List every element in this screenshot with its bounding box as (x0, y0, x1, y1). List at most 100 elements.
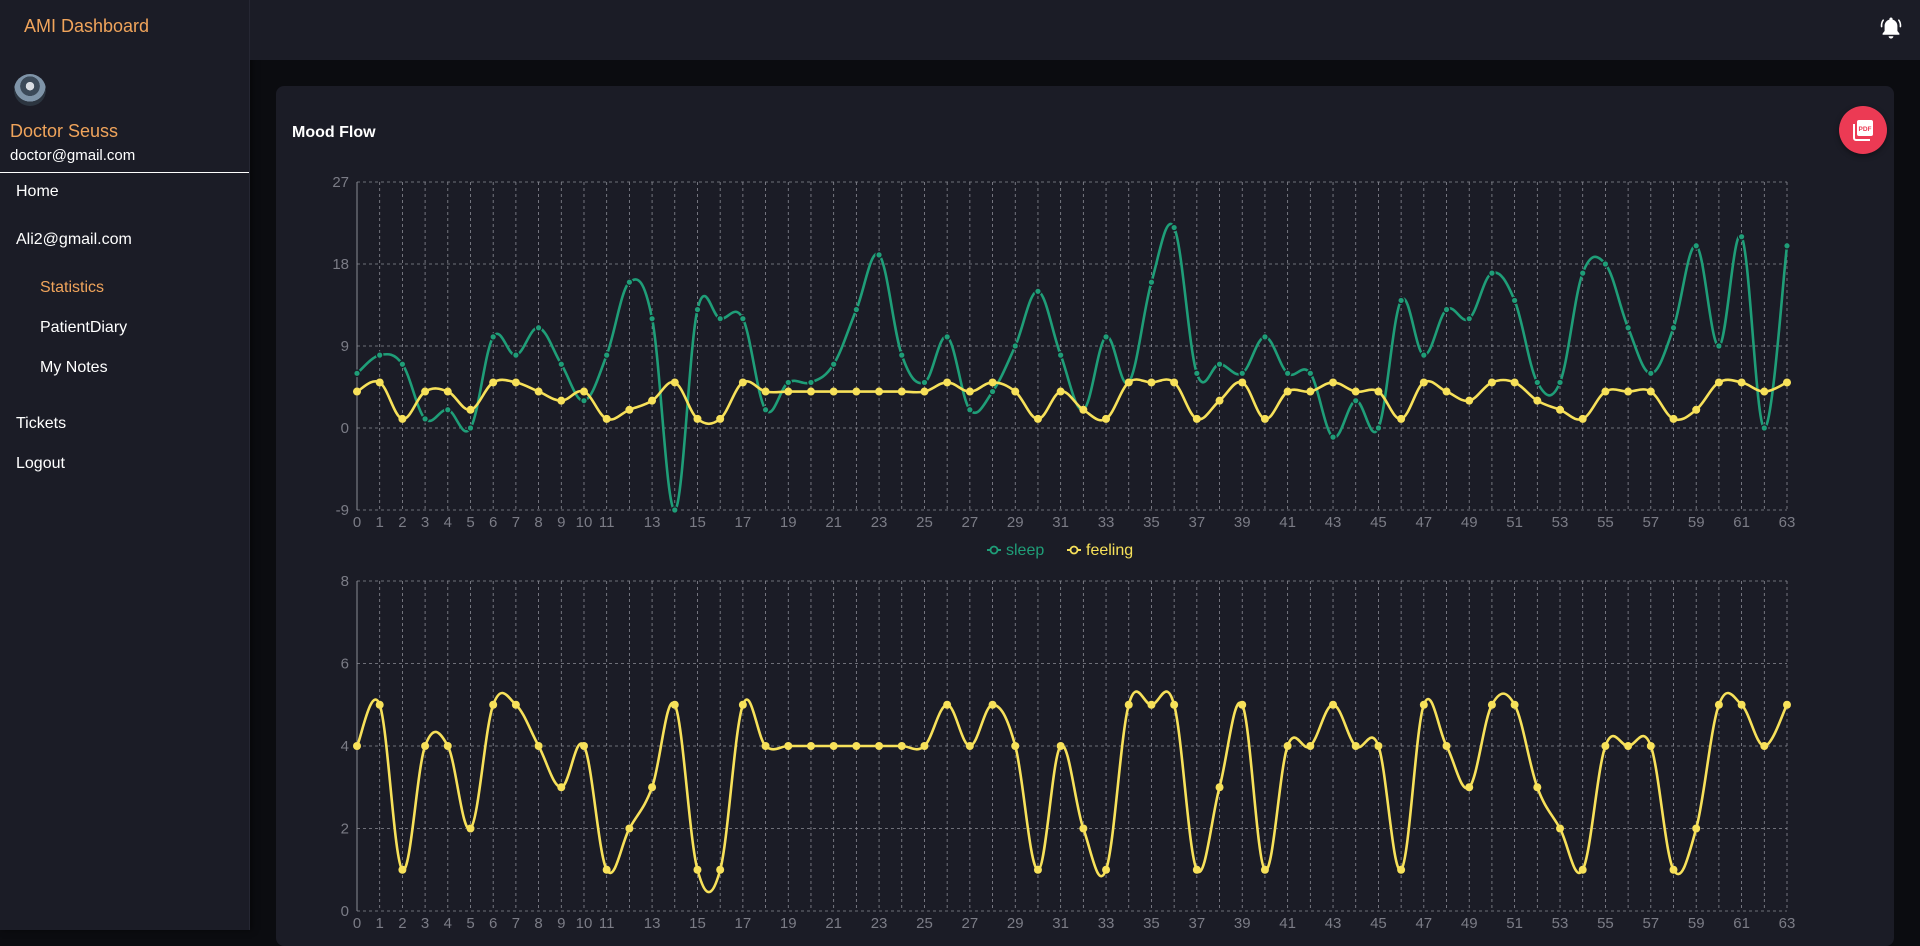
data-point-sleep[interactable] (988, 387, 997, 396)
data-point-feeling[interactable] (1283, 387, 1292, 396)
data-point-feeling[interactable] (443, 387, 452, 396)
data-point-feeling[interactable] (875, 742, 884, 750)
data-point-feeling[interactable] (1624, 387, 1633, 396)
data-point-feeling[interactable] (1011, 387, 1020, 396)
data-point-sleep[interactable] (1056, 351, 1065, 359)
data-point-feeling[interactable] (1669, 865, 1678, 874)
bell-icon[interactable] (1880, 16, 1902, 40)
data-point-feeling[interactable] (1760, 742, 1769, 750)
data-point-feeling[interactable] (988, 700, 997, 709)
data-point-sleep[interactable] (897, 351, 906, 359)
data-point-sleep[interactable] (1624, 323, 1632, 332)
data-point-sleep[interactable] (375, 351, 384, 359)
data-point-feeling[interactable] (1737, 700, 1746, 709)
data-point-sleep[interactable] (534, 323, 543, 332)
data-point-feeling[interactable] (920, 742, 929, 750)
data-point-feeling[interactable] (1533, 396, 1542, 405)
data-point-sleep[interactable] (1692, 241, 1701, 250)
data-point-feeling[interactable] (1374, 742, 1383, 750)
data-point-feeling[interactable] (784, 742, 793, 750)
data-point-sleep[interactable] (443, 405, 452, 414)
data-point-sleep[interactable] (852, 305, 861, 314)
data-point-feeling[interactable] (1079, 824, 1088, 833)
data-point-feeling[interactable] (1556, 824, 1565, 833)
data-point-sleep[interactable] (512, 351, 520, 359)
sidebar-item-logout[interactable]: Logout (16, 455, 65, 472)
data-point-feeling[interactable] (784, 387, 793, 396)
data-point-feeling[interactable] (670, 700, 679, 709)
data-point-feeling[interactable] (852, 387, 861, 396)
data-point-sleep[interactable] (580, 396, 588, 405)
data-point-feeling[interactable] (1442, 742, 1451, 750)
data-point-feeling[interactable] (852, 742, 861, 750)
data-point-feeling[interactable] (897, 742, 906, 750)
data-point-sleep[interactable] (602, 351, 611, 359)
data-point-feeling[interactable] (1783, 700, 1791, 709)
data-point-sleep[interactable] (761, 405, 770, 414)
data-point-feeling[interactable] (489, 700, 498, 709)
data-point-feeling[interactable] (693, 865, 702, 874)
data-point-feeling[interactable] (738, 700, 747, 709)
data-point-sleep[interactable] (557, 360, 566, 369)
data-point-feeling[interactable] (716, 414, 725, 423)
data-point-feeling[interactable] (579, 387, 588, 396)
data-point-feeling[interactable] (375, 378, 384, 387)
export-pdf-button[interactable]: PDF (1839, 106, 1887, 154)
data-point-sleep[interactable] (1715, 342, 1723, 350)
data-point-sleep[interactable] (1601, 260, 1610, 268)
data-point-sleep[interactable] (716, 314, 724, 323)
data-point-sleep[interactable] (421, 415, 429, 423)
data-point-feeling[interactable] (1646, 387, 1655, 396)
app-title[interactable]: AMI Dashboard (24, 16, 150, 36)
data-point-sleep[interactable] (670, 506, 679, 514)
sidebar-item-patient-diary[interactable]: PatientDiary (40, 319, 128, 336)
data-point-sleep[interactable] (1397, 296, 1405, 305)
data-point-sleep[interactable] (1034, 287, 1042, 296)
data-point-sleep[interactable] (398, 360, 407, 369)
data-point-feeling[interactable] (353, 387, 361, 396)
sidebar-item-tickets[interactable]: Tickets (16, 415, 67, 432)
data-point-sleep[interactable] (1170, 223, 1178, 232)
data-point-sleep[interactable] (1193, 369, 1201, 378)
data-point-feeling[interactable] (1419, 700, 1428, 709)
data-point-sleep[interactable] (466, 424, 475, 432)
data-point-feeling[interactable] (625, 824, 634, 833)
data-point-feeling[interactable] (1147, 700, 1156, 709)
data-point-feeling[interactable] (1692, 824, 1701, 833)
data-point-sleep[interactable] (353, 369, 361, 378)
data-point-sleep[interactable] (966, 405, 974, 414)
data-point-feeling[interactable] (353, 742, 361, 750)
data-point-feeling[interactable] (1329, 700, 1338, 709)
data-point-feeling[interactable] (1601, 387, 1610, 396)
data-point-feeling[interactable] (1170, 378, 1179, 387)
data-point-feeling[interactable] (602, 414, 611, 423)
data-point-sleep[interactable] (1737, 232, 1746, 241)
data-point-sleep[interactable] (1374, 424, 1383, 432)
data-point-sleep[interactable] (875, 251, 883, 259)
data-point-feeling[interactable] (1192, 414, 1201, 423)
data-point-feeling[interactable] (1578, 414, 1587, 423)
data-point-sleep[interactable] (1351, 396, 1360, 405)
data-point-feeling[interactable] (1669, 414, 1678, 423)
data-point-sleep[interactable] (1783, 241, 1791, 250)
data-point-feeling[interactable] (920, 387, 929, 396)
sidebar-item-home[interactable]: Home (16, 183, 59, 200)
data-point-feeling[interactable] (1624, 742, 1633, 750)
data-point-feeling[interactable] (1737, 378, 1746, 387)
data-point-feeling[interactable] (1124, 700, 1133, 709)
data-point-feeling[interactable] (489, 378, 498, 387)
data-point-feeling[interactable] (1283, 742, 1292, 750)
data-point-sleep[interactable] (1102, 333, 1110, 341)
data-point-feeling[interactable] (1102, 865, 1111, 874)
data-point-sleep[interactable] (1533, 378, 1542, 387)
data-point-sleep[interactable] (1556, 378, 1564, 387)
data-point-feeling[interactable] (1260, 865, 1269, 874)
data-point-sleep[interactable] (1283, 369, 1292, 378)
data-point-feeling[interactable] (1306, 742, 1315, 750)
data-point-feeling[interactable] (648, 396, 657, 405)
data-point-sleep[interactable] (829, 360, 838, 369)
data-point-sleep[interactable] (1760, 424, 1769, 432)
data-point-sleep[interactable] (1261, 333, 1269, 341)
data-point-feeling[interactable] (1578, 865, 1587, 874)
data-point-feeling[interactable] (1056, 387, 1065, 396)
